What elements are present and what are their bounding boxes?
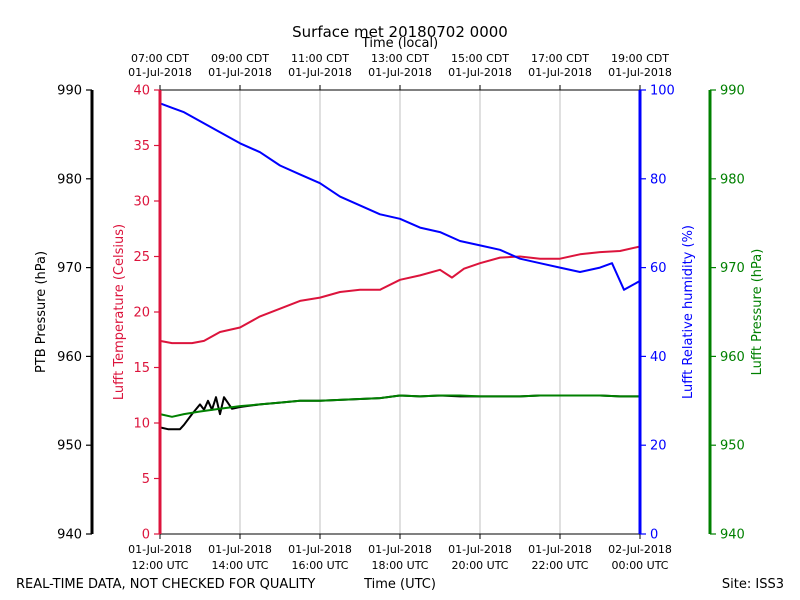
quality-disclaimer: REAL-TIME DATA, NOT CHECKED FOR QUALITY xyxy=(16,577,315,592)
humidity-axis-label: Lufft Relative humidity (%) xyxy=(681,225,696,399)
utc-tick-label: 02-Jul-2018 xyxy=(608,543,672,556)
vertical-gridlines xyxy=(239,90,561,534)
series-lines xyxy=(159,102,641,431)
local-tick-label: 09:00 CDT xyxy=(211,52,269,65)
utc-tick-label: 01-Jul-2018 xyxy=(208,543,272,556)
y-tick-label: 30 xyxy=(133,195,150,210)
utc-tick-label: 16:00 UTC xyxy=(291,559,348,572)
temperature-axis-label: Lufft Temperature (Celsius) xyxy=(112,224,127,400)
y-tick-label: 10 xyxy=(133,417,150,432)
utc-tick-label: 22:00 UTC xyxy=(531,559,588,572)
utc-tick-label: 01-Jul-2018 xyxy=(528,543,592,556)
y-tick-label: 940 xyxy=(57,528,82,543)
utc-tick-label: 01-Jul-2018 xyxy=(288,543,352,556)
utc-tick-label: 20:00 UTC xyxy=(451,559,508,572)
utc-tick-label: 01-Jul-2018 xyxy=(448,543,512,556)
y-tick-label: 990 xyxy=(57,84,82,99)
local-tick-label: 01-Jul-2018 xyxy=(128,66,192,79)
local-tick-label: 01-Jul-2018 xyxy=(288,66,352,79)
local-tick-label: 11:00 CDT xyxy=(291,52,349,65)
y-tick-label: 0 xyxy=(650,528,658,543)
lufft_pressure-line xyxy=(159,394,640,418)
local-tick-label: 01-Jul-2018 xyxy=(368,66,432,79)
local-time-axis-label: Time (local) xyxy=(361,36,438,51)
y-tick-label: 5 xyxy=(142,472,150,487)
utc-tick-label: 01-Jul-2018 xyxy=(128,543,192,556)
y-tick-label: 60 xyxy=(650,261,667,276)
site-label: Site: ISS3 xyxy=(722,577,784,592)
utc-tick-label: 18:00 UTC xyxy=(371,559,428,572)
y-tick-label: 15 xyxy=(133,361,150,376)
humidity-line xyxy=(159,102,641,291)
y-tick-label: 25 xyxy=(133,250,150,265)
temperature-line xyxy=(159,245,641,345)
utc-time-axis-label: Time (UTC) xyxy=(363,577,436,592)
utc-tick-label: 00:00 UTC xyxy=(611,559,668,572)
y-tick-label: 80 xyxy=(650,172,667,187)
y-tick-label: 100 xyxy=(650,84,675,99)
local-tick-label: 01-Jul-2018 xyxy=(208,66,272,79)
ptb-pressure-axis-label: PTB Pressure (hPa) xyxy=(34,251,49,373)
utc-tick-label: 01-Jul-2018 xyxy=(368,543,432,556)
y-tick-label: 960 xyxy=(720,350,745,365)
y-tick-label: 940 xyxy=(720,528,745,543)
y-tick-label: 970 xyxy=(720,261,745,276)
utc-tick-label: 12:00 UTC xyxy=(131,559,188,572)
y-tick-label: 950 xyxy=(720,439,745,454)
y-tick-label: 970 xyxy=(57,261,82,276)
local-tick-label: 01-Jul-2018 xyxy=(528,66,592,79)
local-tick-label: 19:00 CDT xyxy=(611,52,669,65)
y-tick-label: 950 xyxy=(57,439,82,454)
axes: 01-Jul-2018 12:00 UTC 01-Jul-2018 14:00 UTC… xyxy=(34,52,765,572)
y-tick-label: 40 xyxy=(650,350,667,365)
y-tick-label: 980 xyxy=(720,172,745,187)
chart-title: Surface met 20180702 0000 xyxy=(292,23,508,41)
y-tick-label: 20 xyxy=(650,439,667,454)
local-tick-label: 07:00 CDT xyxy=(131,52,189,65)
y-tick-label: 980 xyxy=(57,172,82,187)
utc-tick-label: 14:00 UTC xyxy=(211,559,268,572)
y-tick-label: 960 xyxy=(57,350,82,365)
lufft-pressure-axis-label: Lufft Pressure (hPa) xyxy=(750,249,765,376)
y-tick-label: 35 xyxy=(133,139,150,154)
y-tick-label: 40 xyxy=(133,84,150,99)
y-tick-label: 20 xyxy=(133,306,150,321)
local-tick-label: 01-Jul-2018 xyxy=(608,66,672,79)
local-tick-label: 15:00 CDT xyxy=(451,52,509,65)
local-tick-label: 13:00 CDT xyxy=(371,52,429,65)
y-tick-label: 0 xyxy=(142,528,150,543)
y-tick-label: 990 xyxy=(720,84,745,99)
local-tick-label: 01-Jul-2018 xyxy=(448,66,512,79)
local-tick-label: 17:00 CDT xyxy=(531,52,589,65)
